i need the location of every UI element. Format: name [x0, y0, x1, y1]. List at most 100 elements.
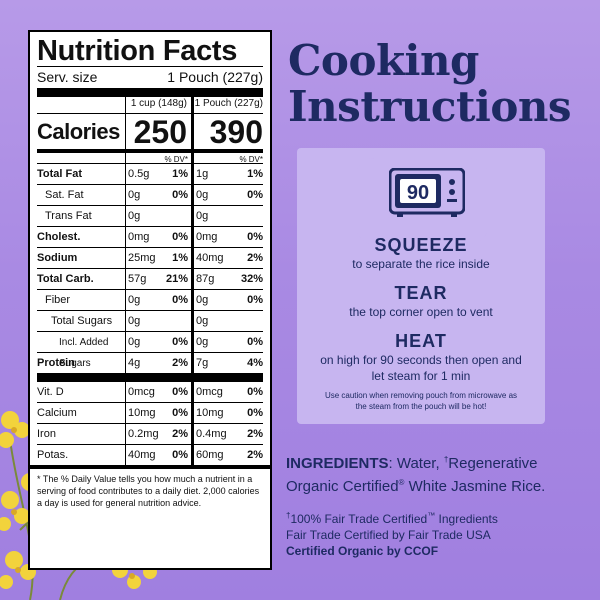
- step-heading: SQUEEZE: [374, 235, 468, 255]
- ingredients-text: INGREDIENTS: Water, †Regenerative Organi…: [286, 450, 586, 496]
- dv-percent-a: 0%: [172, 294, 188, 306]
- serving-size-value: 1 Pouch (227g): [167, 69, 263, 85]
- amount-b: 1g: [191, 164, 230, 184]
- nutrient-label: Vit. D: [37, 386, 64, 398]
- amount-a: 0g: [125, 311, 166, 331]
- step-tear: TEAR the top corner open to vent: [297, 282, 545, 320]
- ingredients-part: White Jasmine Rice.: [404, 478, 546, 495]
- dv-percent-b: 0%: [247, 336, 263, 348]
- nutrition-facts-panel: Nutrition Facts Serv. size 1 Pouch (227g…: [28, 30, 272, 570]
- step-heading: HEAT: [395, 331, 447, 351]
- step-heading: TEAR: [394, 283, 448, 303]
- nutrient-label: Calcium: [37, 407, 77, 419]
- serving-size-label: Serv. size: [37, 69, 98, 85]
- serving-size-row: Serv. size 1 Pouch (227g): [37, 66, 263, 86]
- dv-percent-b: 0%: [247, 294, 263, 306]
- nutrient-label: Total Sugars: [51, 315, 113, 327]
- nutrient-row: Incl. Added Sugars 0g 0% 0g 0%: [37, 331, 263, 369]
- vitamin-rows: Vit. D 0mcg 0% 0mcg 0% Calcium 10mg 0% 10mg 0% Iro…: [37, 381, 263, 465]
- dv-percent-b: 2%: [247, 428, 263, 440]
- nutrient-row: Protein 4g 2% 7g 4%: [37, 352, 263, 373]
- nutrient-row: Sat. Fat 0g 0% 0g 0%: [37, 184, 263, 205]
- amount-b: 0g: [191, 332, 230, 352]
- amount-a: 40mg: [125, 445, 166, 465]
- dv-percent-a: 1%: [172, 252, 188, 264]
- step-text: on high for 90 seconds then open and let…: [320, 353, 522, 383]
- dv-percent-a: 2%: [172, 428, 188, 440]
- nutrient-row: Iron 0.2mg 2% 0.4mg 2%: [37, 423, 263, 444]
- microwave-icon: 90: [389, 168, 465, 217]
- amount-a: 0g: [125, 332, 166, 352]
- amount-a: 25mg: [125, 248, 166, 268]
- nutrition-facts-title: Nutrition Facts: [37, 35, 238, 67]
- nutrient-row: Trans Fat 0g 0g: [37, 205, 263, 226]
- amount-b: 60mg: [191, 445, 230, 465]
- amount-b: 40mg: [191, 248, 230, 268]
- calories-value-b: 390: [191, 113, 263, 150]
- column-b-header: 1 Pouch (227g): [191, 97, 263, 113]
- amount-a: 0mcg: [125, 382, 166, 402]
- dv-header-b: % DV*: [191, 153, 263, 164]
- dv-percent-b: 0%: [247, 386, 263, 398]
- nutrient-label: Trans Fat: [45, 210, 92, 222]
- amount-a: 10mg: [125, 403, 166, 423]
- dv-header-a: % DV*: [125, 153, 191, 164]
- amount-b: 0mcg: [191, 382, 230, 402]
- nutrient-label: Iron: [37, 428, 56, 440]
- dv-percent-a: 0%: [172, 386, 188, 398]
- amount-b: 0g: [191, 290, 230, 310]
- column-headers: 1 cup (148g) 1 Pouch (227g): [37, 97, 263, 113]
- caution-note: Use caution when removing pouch from mic…: [324, 391, 518, 411]
- amount-b: 0mg: [191, 227, 230, 247]
- ingredients-part: Regenerative Organic Certified: [286, 455, 538, 495]
- title-line-1: Cooking: [288, 36, 479, 85]
- nutrient-label: Sodium: [37, 252, 78, 264]
- dv-percent-b: 0%: [247, 407, 263, 419]
- daily-value-footnote: * The % Daily Value tells you how much a…: [30, 465, 270, 509]
- dv-percent-a: 0%: [172, 449, 188, 461]
- amount-b: 0.4mg: [191, 424, 230, 444]
- organic-certification: Certified Organic by CCOF: [286, 544, 439, 558]
- amount-a: 0mg: [125, 227, 166, 247]
- ingredients-part: : Water,: [388, 455, 444, 472]
- dv-percent-a: 1%: [172, 168, 188, 180]
- title-line-2: Instructions: [288, 82, 572, 131]
- amount-a: 0.5g: [125, 164, 166, 184]
- dv-percent-b: 0%: [247, 231, 263, 243]
- amount-a: 0g: [125, 206, 166, 226]
- step-squeeze: SQUEEZE to separate the rice inside: [297, 234, 545, 272]
- amount-b: 87g: [191, 269, 230, 289]
- fair-trade-line-1: †100% Fair Trade Certified™ Ingredients: [286, 508, 586, 527]
- nutrient-label: Potas.: [37, 449, 69, 461]
- nutrient-row: Potas. 40mg 0% 60mg 2%: [37, 444, 263, 465]
- amount-b: 0g: [191, 311, 230, 331]
- dv-percent-b: 0%: [247, 189, 263, 201]
- nutrient-label: Fiber: [45, 294, 71, 306]
- dv-percent-a: 21%: [166, 273, 189, 285]
- step-text: the top corner open to vent: [349, 305, 493, 319]
- calories-row: Calories 250 390: [37, 113, 263, 150]
- step-text: to separate the rice inside: [352, 257, 490, 271]
- calories-value-a: 250: [125, 113, 191, 150]
- fair-trade-text: 100% Fair Trade Certified: [290, 512, 428, 526]
- amount-b: 0g: [191, 206, 230, 226]
- fair-trade-line-2: Fair Trade Certified by Fair Trade USA: [286, 528, 491, 542]
- dv-percent-b: 1%: [247, 168, 263, 180]
- trademark-mark: ™: [427, 511, 436, 520]
- nutrient-row: Fiber 0g 0% 0g 0%: [37, 289, 263, 310]
- amount-a: 57g: [125, 269, 166, 289]
- fair-trade-text: Ingredients: [435, 512, 498, 526]
- nutrient-label: Total Carb.: [37, 273, 94, 285]
- dagger-mark: †: [443, 455, 449, 464]
- dv-header-row: % DV* % DV*: [37, 149, 263, 164]
- nutrient-row: Sodium 25mg 1% 40mg 2%: [37, 247, 263, 268]
- certifications: †100% Fair Trade Certified™ Ingredients …: [286, 508, 586, 559]
- amount-b: 10mg: [191, 403, 230, 423]
- amount-b: 7g: [191, 353, 230, 373]
- divider-thick: [37, 373, 263, 381]
- dv-percent-b: 2%: [247, 449, 263, 461]
- nutrient-row: Total Fat 0.5g 1% 1g 1%: [37, 163, 263, 184]
- dv-percent-a: [166, 206, 191, 226]
- nutrient-row: Total Sugars 0g 0g: [37, 310, 263, 331]
- nutrient-label: Incl. Added Sugars: [59, 337, 109, 369]
